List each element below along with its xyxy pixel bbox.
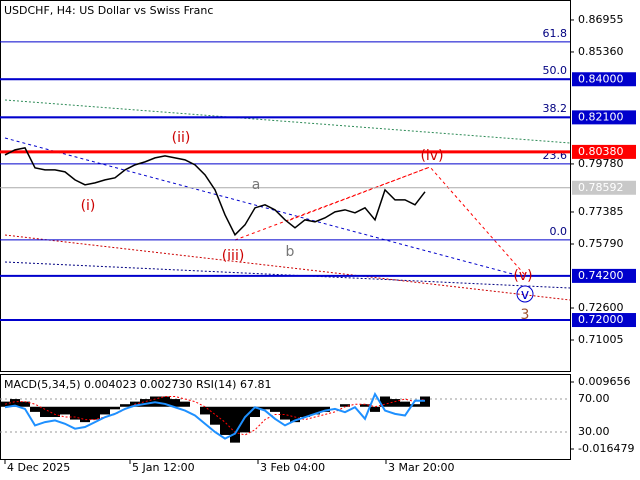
y-tick-label: 0.79780 <box>578 157 624 170</box>
x-tick-label: 3 Feb 04:00 <box>260 461 325 474</box>
fib-label: 61.8 <box>543 27 568 40</box>
level-label: 0.82100 <box>578 110 624 123</box>
level-box <box>572 72 636 87</box>
macd-bar <box>220 406 230 435</box>
macd-bar <box>270 406 280 412</box>
chart-title: USDCHF, H4: US Dollar vs Swiss Franc <box>4 4 213 17</box>
wave-label: (iii) <box>222 248 245 264</box>
macd-bar <box>290 406 300 423</box>
y-tick-label: 0.009656 <box>578 375 631 388</box>
macd-bar <box>200 406 210 415</box>
indicator-title: MACD(5,34,5) 0.004023 0.002730 RSI(14) 6… <box>4 378 271 391</box>
macd-bar <box>60 406 70 415</box>
wave-path <box>234 166 526 276</box>
last-price-label: 0.78592 <box>578 181 624 194</box>
macd-bar <box>180 401 190 407</box>
wave-channel <box>289 166 431 221</box>
macd-bar <box>90 406 100 420</box>
level-label: 0.72000 <box>578 313 624 326</box>
wave-label: (iv) <box>420 148 443 164</box>
x-tick-label: 4 Dec 2025 <box>7 461 70 474</box>
macd-bar <box>100 406 110 415</box>
wave-label: (ii) <box>172 130 191 146</box>
macd-bar <box>370 406 380 412</box>
trend-line <box>4 99 571 144</box>
fib-label: 50.0 <box>543 64 568 77</box>
trend-lines <box>4 99 571 303</box>
macd-bar <box>410 404 420 407</box>
trend-line <box>4 137 521 277</box>
macd-bar <box>20 401 30 407</box>
macd-bar <box>390 399 400 407</box>
wave-circle <box>516 285 534 303</box>
macd-bar <box>70 406 80 420</box>
price-line <box>4 147 426 237</box>
wave-label: a <box>252 177 261 193</box>
macd-bar <box>40 406 50 418</box>
macd-bar <box>310 406 320 415</box>
wave-label: b <box>286 244 295 260</box>
level-box <box>572 313 636 328</box>
macd-bar <box>400 401 410 407</box>
signal-line <box>4 396 426 436</box>
macd-bar <box>30 406 40 412</box>
macd-bar <box>380 396 390 407</box>
wave-label: 3 <box>521 307 530 323</box>
macd-bar <box>10 399 20 407</box>
macd-bar <box>420 396 430 407</box>
y-tick-label: 0.75790 <box>578 237 624 250</box>
x-tick-label: 3 Mar 20:00 <box>388 461 454 474</box>
trend-line <box>4 234 571 301</box>
macd-bar <box>240 406 250 433</box>
macd-bar <box>110 406 120 410</box>
macd-bar <box>160 396 170 407</box>
wave-label: (v) <box>513 268 532 284</box>
macd-bar <box>300 406 310 418</box>
indicator-panel <box>0 374 571 460</box>
last-price-box <box>572 180 636 195</box>
macd-bar <box>140 399 150 407</box>
macd-bar <box>230 406 240 443</box>
macd-bar <box>320 406 330 412</box>
fib-label: 0.0 <box>550 225 568 238</box>
main-panel <box>0 0 571 372</box>
macd-bar <box>340 404 350 407</box>
level-label: 0.84000 <box>578 72 624 85</box>
macd-bar <box>260 406 270 410</box>
y-tick-label: -0.016479 <box>578 442 634 455</box>
level-label: 0.80380 <box>578 145 624 158</box>
level-label: 0.74200 <box>578 269 624 282</box>
macd-bar <box>280 406 290 420</box>
y-tick-label: 0.77385 <box>578 205 624 218</box>
y2-tick-label: 30.00 <box>578 425 610 438</box>
macd-bar <box>170 399 180 407</box>
y-tick-label: 0.71005 <box>578 333 624 346</box>
level-box <box>572 144 636 159</box>
macd-bar <box>50 406 60 418</box>
y2-tick-label: 70.00 <box>578 392 610 405</box>
macd-bar <box>360 404 370 407</box>
fib-label: 38.2 <box>543 102 568 115</box>
y-tick-label: 0.72600 <box>578 301 624 314</box>
rsi-line <box>4 391 426 440</box>
level-box <box>572 268 636 283</box>
macd-bar <box>120 404 130 407</box>
macd-bar <box>210 406 220 425</box>
level-box <box>572 110 636 125</box>
x-tick-label: 5 Jan 12:00 <box>132 461 195 474</box>
wave-label: v <box>521 287 529 303</box>
wave-label: (i) <box>81 198 96 214</box>
y-tick-label: 0.86955 <box>578 13 624 26</box>
y-tick-label: 0.85360 <box>578 45 624 58</box>
macd-bar <box>250 406 260 418</box>
macd-bar <box>80 406 90 423</box>
